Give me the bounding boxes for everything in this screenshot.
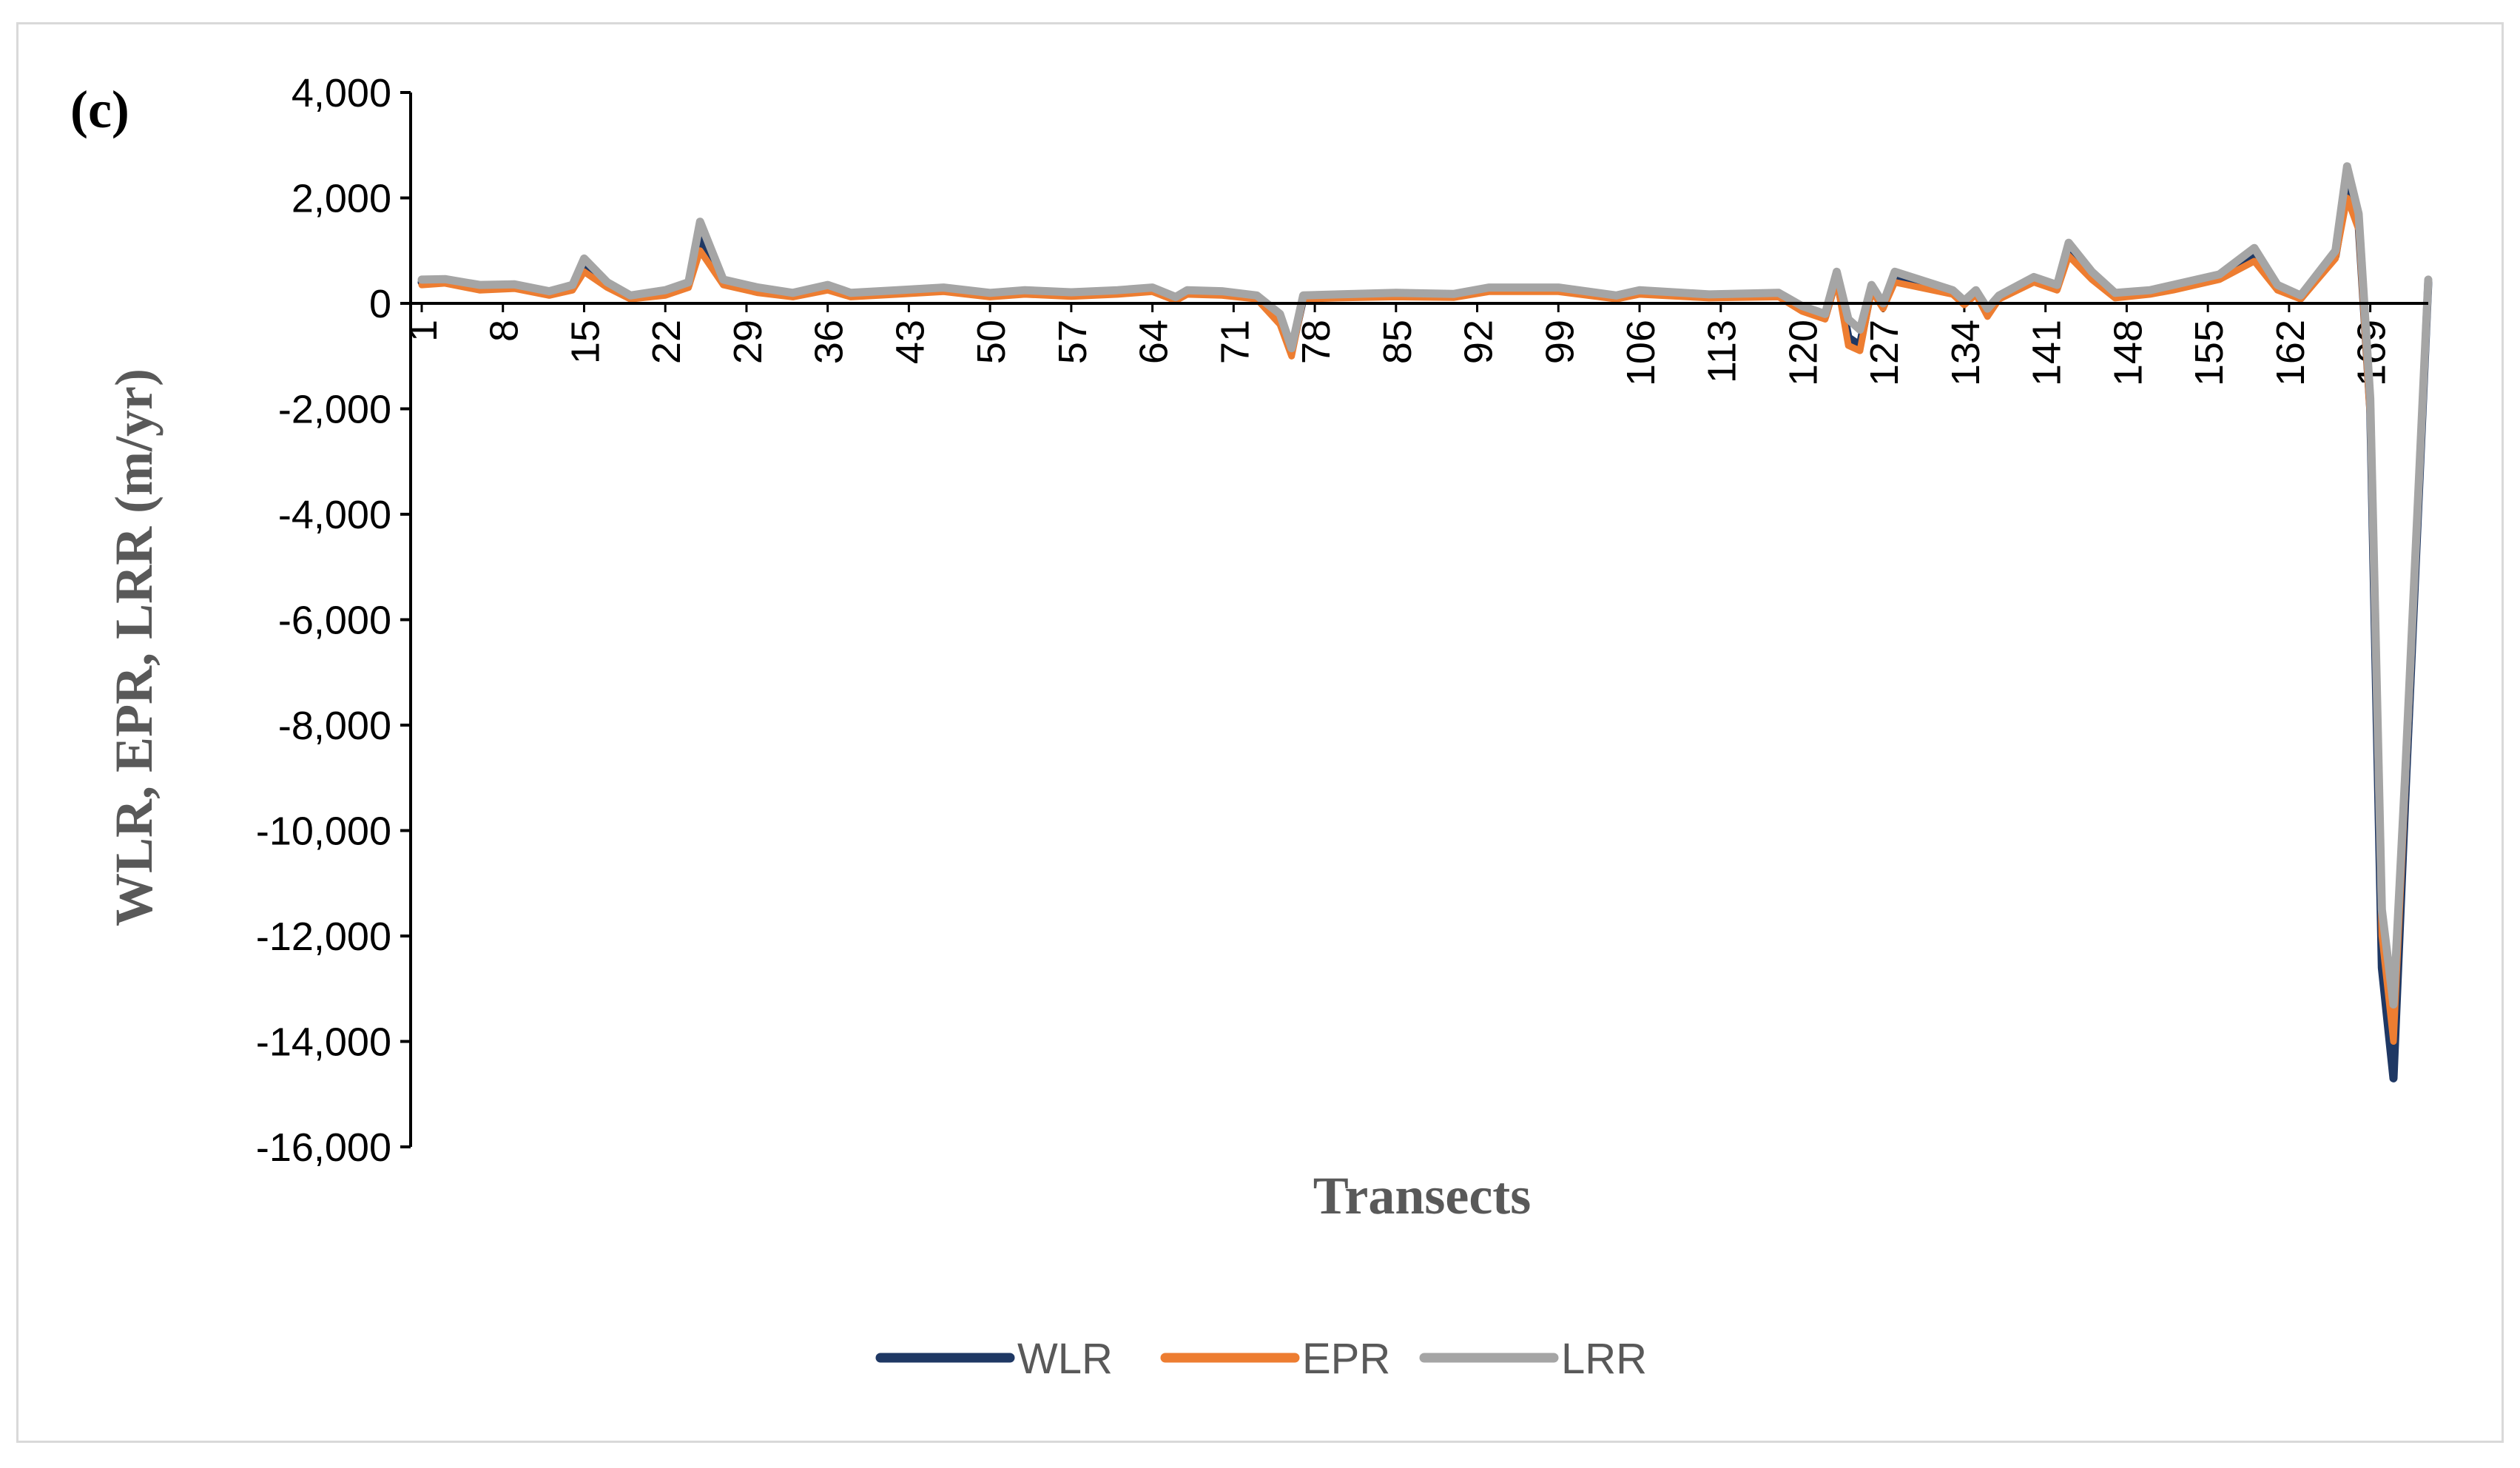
y-tick-label: -6,000 — [278, 599, 391, 643]
x-tick-label: 141 — [2025, 320, 2069, 386]
x-tick-label: 113 — [1700, 320, 1745, 383]
y-tick-label: -8,000 — [278, 704, 391, 748]
x-tick-label: 155 — [2187, 320, 2231, 386]
x-tick-label: 1 — [401, 320, 445, 342]
y-tick-label: -10,000 — [256, 809, 391, 854]
x-tick-label: 162 — [2268, 320, 2313, 386]
y-axis-title: WLR, EPR, LRR (m/yr) — [104, 368, 164, 926]
x-tick-label: 57 — [1051, 320, 1095, 364]
chart-frame — [16, 22, 2504, 1443]
y-tick-label: 0 — [369, 282, 391, 326]
x-tick-label: 8 — [482, 320, 527, 342]
x-tick-label: 85 — [1375, 320, 1420, 364]
x-tick-label: 22 — [644, 320, 689, 364]
x-tick-label: 99 — [1537, 320, 1582, 364]
legend-label-lrr: LRR — [1561, 1335, 1647, 1383]
x-axis-ticks: 1 8 15 22 29 36 43 50 57 64 71 78 85 92 99 106 113 120 127… — [401, 303, 2394, 386]
legend-label-wlr: WLR — [1017, 1335, 1113, 1383]
x-tick-label: 92 — [1457, 320, 1501, 364]
y-tick-label: -2,000 — [278, 388, 391, 432]
y-tick-label: -4,000 — [278, 493, 391, 537]
x-tick-label: 134 — [1944, 320, 1988, 386]
series-lines — [417, 162, 2433, 1083]
y-tick-label: -16,000 — [256, 1125, 391, 1170]
x-tick-label: 50 — [969, 320, 1014, 364]
y-tick-label: -12,000 — [256, 915, 391, 959]
series-line-lrr — [417, 162, 2433, 1009]
y-tick-label: 2,000 — [292, 177, 391, 221]
x-tick-label: 36 — [807, 320, 852, 364]
x-axis-title: Transects — [1313, 1166, 1532, 1225]
legend: WLR EPR LRR — [875, 1335, 1647, 1383]
legend-label-epr: EPR — [1302, 1335, 1390, 1383]
x-tick-label: 64 — [1132, 320, 1176, 364]
x-tick-label: 78 — [1294, 320, 1338, 364]
x-tick-label: 29 — [726, 320, 770, 364]
y-axis-ticks: 4,000 2,000 0 -2,000 -4,000 -6,000 -8,000 -10,0… — [256, 71, 411, 1170]
x-tick-label: 127 — [1862, 320, 1907, 386]
x-tick-label: 15 — [563, 320, 607, 364]
x-tick-label: 71 — [1213, 320, 1257, 364]
x-tick-label: 148 — [2106, 320, 2150, 386]
x-tick-label: 106 — [1619, 320, 1663, 386]
y-tick-label: -14,000 — [256, 1020, 391, 1065]
x-tick-label: 43 — [888, 320, 932, 364]
x-tick-label: 120 — [1781, 320, 1825, 386]
y-tick-label: 4,000 — [292, 71, 391, 115]
panel-label: (c) — [70, 80, 129, 139]
